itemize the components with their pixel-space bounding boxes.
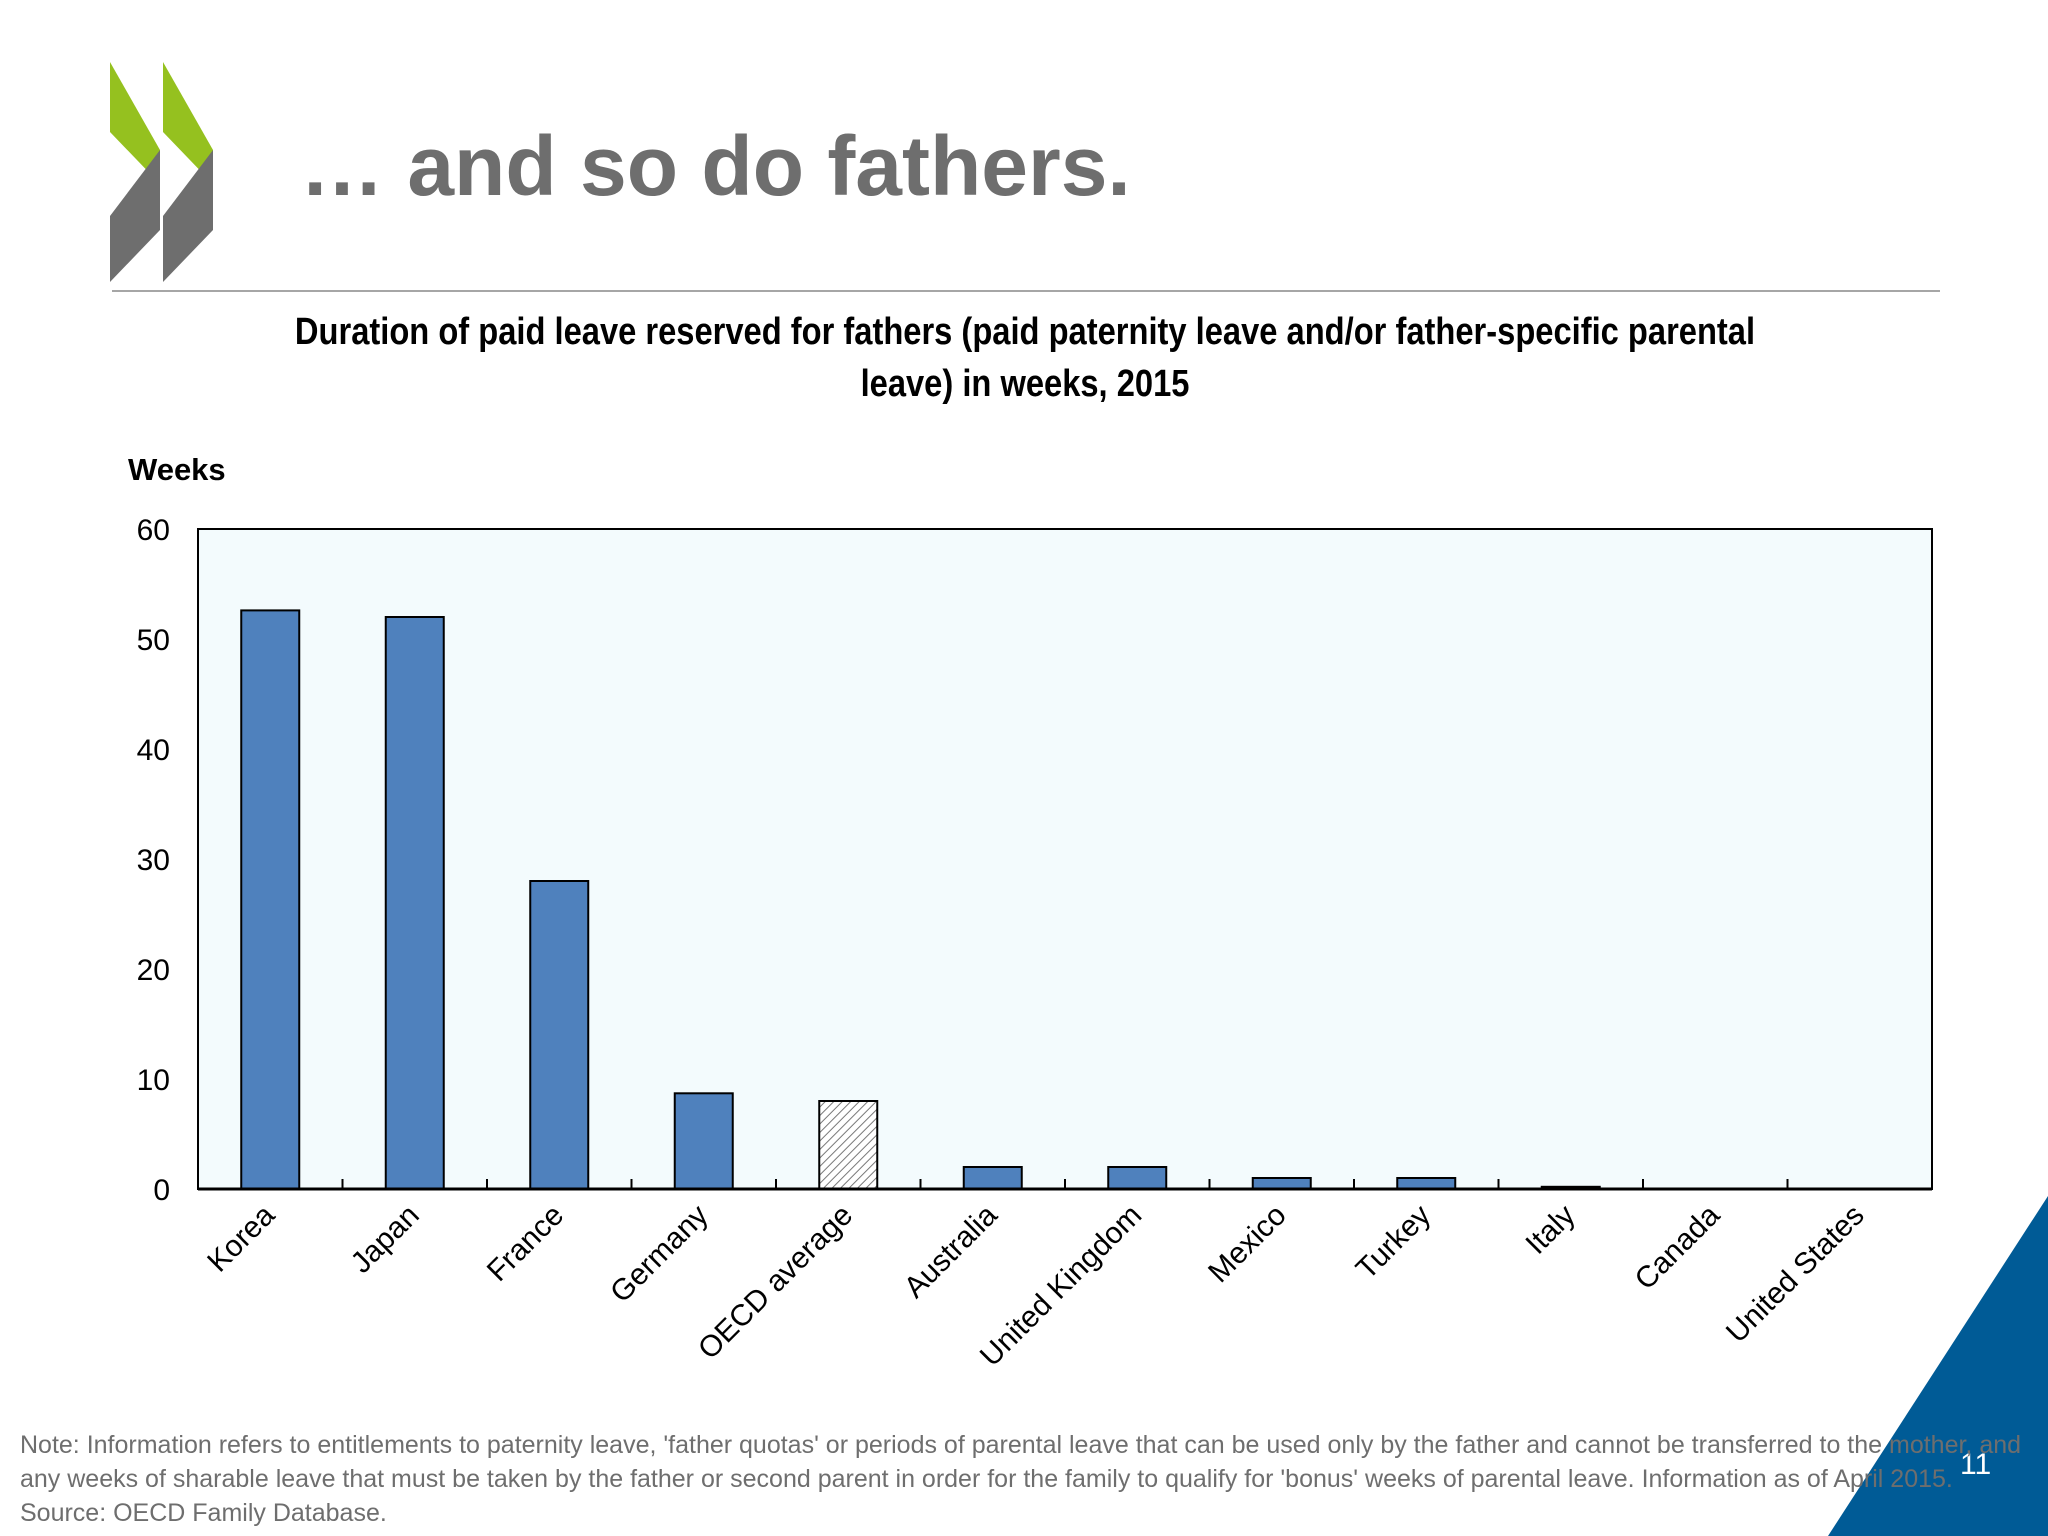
footnote-line: any weeks of sharable leave that must be…	[20, 1465, 1953, 1493]
footnote: Note: Information refers to entitlements…	[20, 1428, 2022, 1530]
x-tick-label: Italy	[1519, 1199, 1581, 1261]
x-tick-label: France	[481, 1199, 570, 1288]
slide-title: … and so do fathers.	[300, 119, 1131, 213]
oecd-logo-icon	[110, 62, 213, 282]
title-divider	[112, 290, 1940, 292]
footnote-line: Note: Information refers to entitlements…	[20, 1431, 2022, 1459]
y-tick-label: 50	[137, 624, 170, 657]
bar	[240, 609, 301, 1190]
bar	[962, 1166, 1023, 1190]
footnote-line: Source: OECD Family Database.	[20, 1499, 387, 1527]
x-tick-label: Korea	[201, 1198, 281, 1278]
x-tick-label: OECD average	[692, 1199, 859, 1366]
bar-chart: Weeks 0 10 20 30 40 50 60 Korea Japan France German…	[128, 452, 1933, 1373]
y-tick-label: 20	[137, 954, 170, 987]
bar	[1396, 1177, 1457, 1190]
x-tick-label: Canada	[1629, 1198, 1727, 1296]
bar	[1107, 1166, 1168, 1190]
bar	[818, 1100, 879, 1190]
bar	[384, 616, 445, 1190]
y-tick-label: 10	[137, 1064, 170, 1097]
bar	[1251, 1177, 1312, 1190]
y-tick-label: 40	[137, 734, 170, 767]
x-tick-label: Germany	[604, 1199, 715, 1310]
bar	[673, 1092, 734, 1191]
corner-decoration	[1828, 1196, 2048, 1536]
y-axis-label: Weeks	[128, 452, 226, 487]
y-tick-label: 60	[137, 514, 170, 547]
y-tick-label: 0	[153, 1174, 170, 1207]
x-tick-label: Japan	[345, 1199, 426, 1280]
y-tick-label: 30	[137, 844, 170, 877]
x-tick-label: Mexico	[1202, 1199, 1293, 1290]
page-number: 11	[1960, 1448, 1992, 1481]
chart-title: Duration of paid leave reserved for fath…	[294, 311, 1756, 405]
x-tick-label: Turkey	[1350, 1199, 1437, 1286]
plot-area	[198, 529, 1932, 1189]
bar	[529, 880, 590, 1190]
x-tick-label: Australia	[898, 1198, 1004, 1304]
